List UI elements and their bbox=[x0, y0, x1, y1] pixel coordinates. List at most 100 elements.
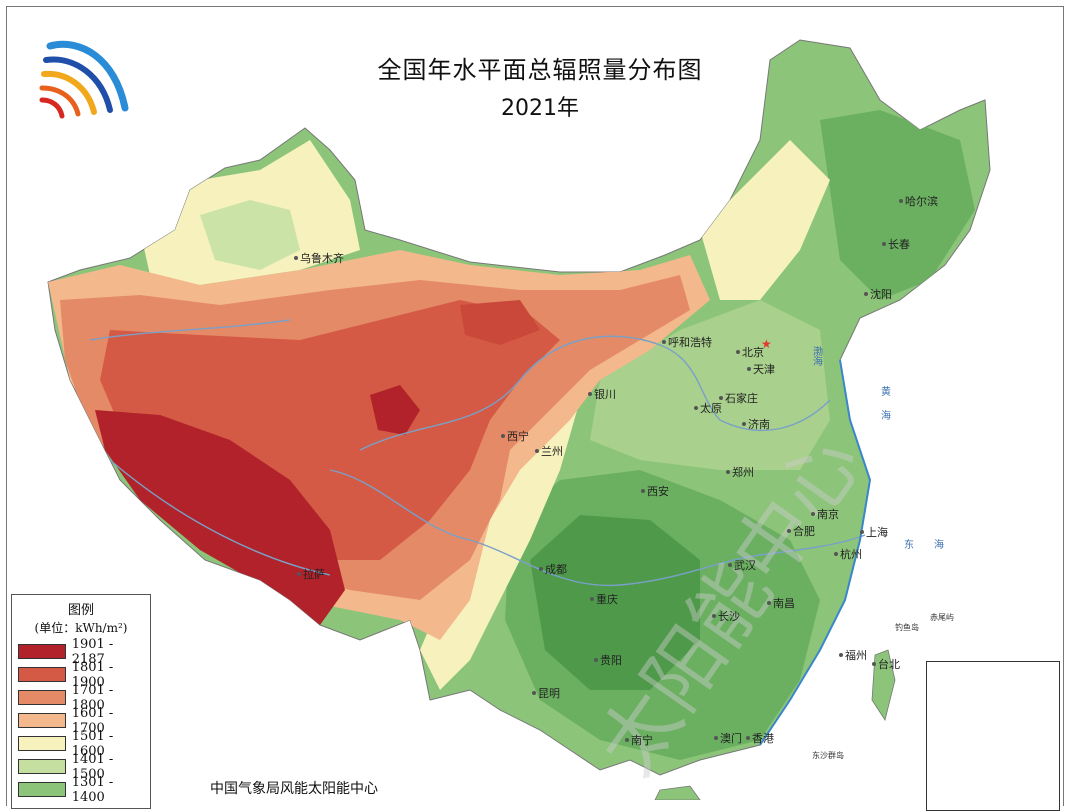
city-label: 南宁 bbox=[631, 733, 653, 747]
legend-title: 图例 bbox=[67, 603, 94, 618]
zone-deepest-green bbox=[530, 515, 700, 690]
city-marker-icon bbox=[746, 736, 750, 740]
city-label: 石家庄 bbox=[725, 391, 758, 405]
rivers bbox=[89, 319, 866, 587]
legend-label: 1901 - 2187 bbox=[71, 636, 114, 667]
map-frame bbox=[6, 6, 1064, 806]
city-label: 贵阳 bbox=[600, 654, 622, 667]
city-label: 太原 bbox=[700, 402, 722, 415]
legend-label: 1601 - 1700 bbox=[71, 705, 114, 736]
city-label: 兰州 bbox=[541, 445, 563, 458]
legend-swatch bbox=[18, 713, 66, 728]
legend-item: 1401 - 1500 bbox=[12, 752, 150, 782]
city-label: 长春 bbox=[888, 238, 910, 251]
city-marker-icon bbox=[590, 597, 594, 601]
yangtze-river bbox=[329, 469, 866, 587]
capital-star-icon: ★ bbox=[761, 337, 772, 351]
zone-deep-red bbox=[95, 410, 345, 625]
city-label: 济南 bbox=[748, 417, 770, 431]
city-marker-icon bbox=[641, 489, 645, 493]
city-label: 哈尔滨 bbox=[905, 194, 938, 208]
legend-unit: (单位：kWh/m²) bbox=[34, 621, 128, 635]
island-label-chiwei: 赤尾屿 bbox=[930, 613, 954, 622]
city-label: 乌鲁木齐 bbox=[300, 251, 344, 265]
city-marker-icon bbox=[662, 340, 666, 344]
city-label: 武汉 bbox=[734, 559, 756, 572]
zone-pale-yellow-north bbox=[700, 140, 830, 300]
legend-label: 1501 - 1600 bbox=[71, 728, 114, 759]
city-marker-icon bbox=[726, 470, 730, 474]
city-marker-icon bbox=[899, 199, 903, 203]
city-marker-icon bbox=[694, 406, 698, 410]
city-label: 拉萨 bbox=[303, 567, 325, 581]
legend-item: 1601 - 1700 bbox=[12, 706, 150, 736]
sea-label-bohai: 渤海 bbox=[811, 345, 823, 367]
legend-swatch bbox=[18, 759, 66, 774]
city-label: 福州 bbox=[845, 648, 867, 662]
city-marker-icon bbox=[532, 691, 536, 695]
yellow-river bbox=[359, 335, 831, 451]
city-label: 银川 bbox=[594, 387, 616, 401]
city-label: 杭州 bbox=[840, 547, 862, 561]
legend: 图例 (单位：kWh/m²) 1901 - 2187 1801 - 1900 170… bbox=[11, 594, 151, 809]
city-marker-icon bbox=[594, 658, 598, 662]
legend-swatch bbox=[18, 690, 66, 705]
island-label-diaoyu: 钓鱼岛 bbox=[895, 622, 919, 632]
tarim-river bbox=[89, 319, 291, 341]
legend-label: 1801 - 1900 bbox=[71, 659, 114, 690]
city-label: 天津 bbox=[753, 363, 775, 376]
city-marker-icon bbox=[501, 434, 505, 438]
legend-rows: 1901 - 2187 1801 - 1900 1701 - 1800 1601 - … bbox=[12, 637, 150, 805]
zone-pale-yellow-central bbox=[420, 390, 580, 690]
city-label: 成都 bbox=[545, 563, 567, 576]
map-title: 全国年水平面总辐照量分布图 bbox=[377, 56, 703, 84]
city-marker-icon bbox=[864, 292, 868, 296]
city-marker-icon bbox=[767, 601, 771, 605]
city-marker-icon bbox=[712, 614, 716, 618]
city-marker-icon bbox=[728, 563, 732, 567]
city-label: 沈阳 bbox=[870, 287, 892, 301]
city-label: 上海 bbox=[866, 525, 888, 539]
brahmaputra bbox=[109, 459, 331, 576]
city-label: 合肥 bbox=[793, 524, 815, 538]
city-label: 重庆 bbox=[596, 592, 618, 606]
legend-swatch bbox=[18, 782, 66, 797]
logo-icon bbox=[39, 40, 129, 119]
city-marker-icon bbox=[719, 396, 723, 400]
city-label: 台北 bbox=[878, 657, 900, 671]
city-label: 香港 bbox=[752, 732, 774, 745]
legend-label: 1401 - 1500 bbox=[71, 751, 114, 782]
city-marker-icon bbox=[860, 530, 864, 534]
city-marker-icon bbox=[539, 567, 543, 571]
city-marker-icon bbox=[882, 242, 886, 246]
city-marker-icon bbox=[834, 552, 838, 556]
zone-deep-red-spot bbox=[370, 385, 420, 435]
legend-label: 1701 - 1800 bbox=[71, 682, 114, 713]
city-label: 呼和浩特 bbox=[668, 335, 712, 349]
city-label: 郑州 bbox=[732, 465, 754, 479]
legend-swatch bbox=[18, 667, 66, 682]
hainan bbox=[654, 785, 701, 800]
city-marker-icon bbox=[588, 392, 592, 396]
city-label: 南京 bbox=[817, 507, 839, 521]
city-layer: 乌鲁木齐 哈尔滨长春沈阳呼和浩特北京天津银川太原石家庄济南西宁兰州郑州西安南京合肥… bbox=[294, 194, 938, 747]
zone-north-light-green bbox=[590, 300, 830, 470]
city-marker-icon bbox=[736, 350, 740, 354]
city-marker-icon bbox=[535, 449, 539, 453]
city-marker-icon bbox=[811, 512, 815, 516]
city-marker-icon bbox=[742, 422, 746, 426]
city-label: 澳门 bbox=[720, 731, 742, 745]
legend-label: 1301 - 1400 bbox=[71, 774, 114, 805]
city-label: 长沙 bbox=[718, 610, 740, 623]
zone-red-orange-inner bbox=[460, 300, 540, 345]
legend-item: 1301 - 1400 bbox=[12, 775, 150, 805]
city-label: 北京 bbox=[742, 345, 764, 359]
city-marker-icon bbox=[714, 736, 718, 740]
legend-item: 1901 - 2187 bbox=[12, 637, 150, 667]
city-label: 西安 bbox=[647, 484, 669, 498]
sea-label-huanghai: 黄海 bbox=[879, 385, 891, 434]
zone-pale-yellow-xinjiang-green bbox=[200, 200, 300, 270]
legend-item: 1501 - 1600 bbox=[12, 729, 150, 759]
city-marker-icon bbox=[294, 256, 298, 260]
